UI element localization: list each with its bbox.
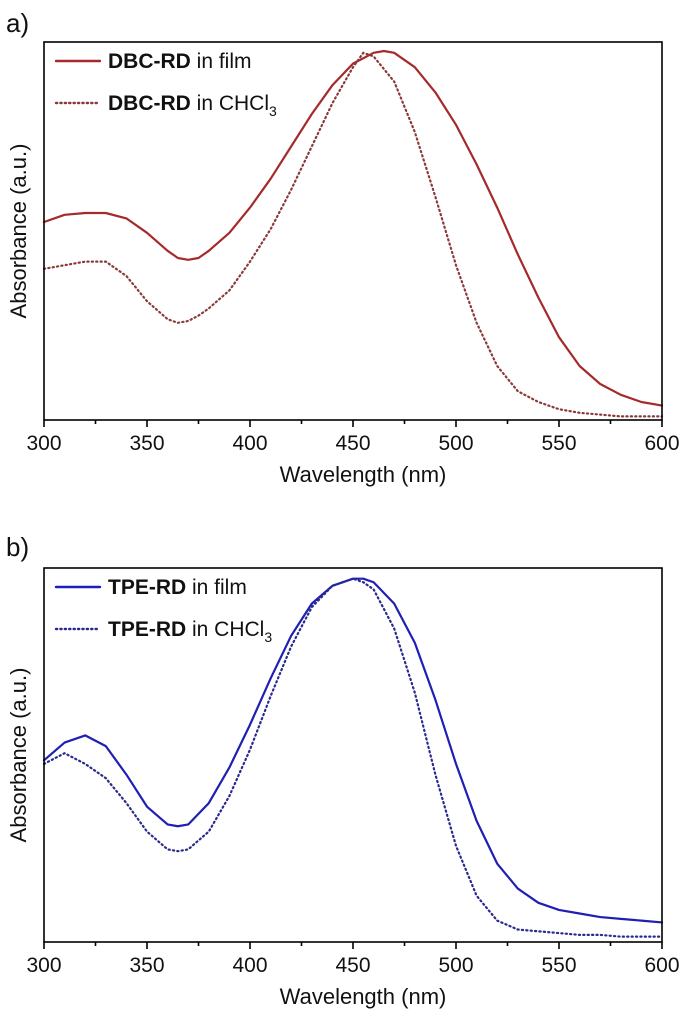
legend-compound-name: DBC-RD [108,50,191,73]
x-axis-label: Wavelength (nm) [280,462,447,487]
x-tick-label: 350 [129,432,164,455]
panel-label: b) [6,532,29,562]
x-tick-label: 500 [438,432,473,455]
legend-subscript: 3 [264,629,272,645]
y-axis-label: Absorbance (a.u.) [6,144,31,319]
x-tick-label: 600 [644,954,679,977]
x-tick-label: 500 [438,954,473,977]
series-line-solution [42,577,664,938]
legend-subscript: 3 [269,103,277,119]
legend-compound-name: DBC-RD [108,92,191,115]
x-tick-label: 450 [335,954,370,977]
legend-entry: DBC-RD in CHCl3 [108,92,277,119]
chart-panel-a: a) 300 350 400 450 500 550 600 Wavelength (nm) Ab… [6,8,680,487]
legend-medium: in film [186,576,247,599]
series-line-film [42,577,664,924]
series-line-solution [42,51,664,418]
chart-panel-b: b) 300 350 400 450 500 550 600 Wavelength (nm) Ab… [6,532,680,1009]
x-tick-label: 400 [232,954,267,977]
x-tick-label: 300 [26,432,61,455]
legend-entry: TPE-RD in CHCl3 [108,618,272,645]
legend-medium: in film [191,50,252,73]
legend-compound-name: TPE-RD [108,576,186,599]
x-tick-label: 300 [26,954,61,977]
y-axis-label: Absorbance (a.u.) [6,668,31,843]
legend-compound-name: TPE-RD [108,618,186,641]
legend-medium: in CHCl [186,618,264,641]
x-tick-label: 350 [129,954,164,977]
x-tick-label: 550 [541,954,576,977]
x-tick-label: 600 [644,432,679,455]
panel-label: a) [6,8,29,38]
x-tick-label: 550 [541,432,576,455]
x-tick-label: 450 [335,432,370,455]
legend-medium: in CHCl [191,92,269,115]
legend-entry: TPE-RD in film [108,576,247,599]
x-axis-label: Wavelength (nm) [280,984,447,1009]
x-tick-label: 400 [232,432,267,455]
series-line-film [42,49,664,407]
legend-entry: DBC-RD in film [108,50,252,73]
